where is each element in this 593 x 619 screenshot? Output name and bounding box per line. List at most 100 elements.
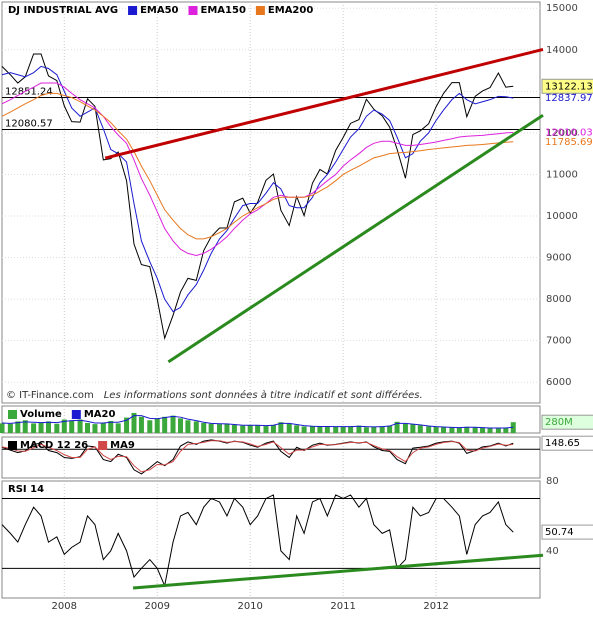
series-line: [1, 494, 514, 588]
volume-bar: [38, 422, 44, 433]
y-tick-label: 10000: [546, 211, 578, 222]
volume-bar: [69, 420, 75, 433]
volume-bar: [371, 426, 377, 433]
volume-bar: [394, 421, 400, 433]
last-value-label: 280M: [545, 417, 573, 428]
last-value-box: [541, 435, 593, 451]
volume-bar: [45, 421, 51, 433]
volume-bar: [138, 416, 144, 433]
legend-label: MACD 12 26: [20, 440, 88, 451]
volume-bar: [263, 426, 269, 433]
y-tick-label: 8000: [546, 294, 571, 305]
x-tick-label: 2010: [237, 601, 262, 612]
volume-bar: [208, 423, 214, 433]
volume-bar: [433, 426, 439, 433]
volume-bar: [247, 425, 253, 433]
volume-bar: [185, 420, 191, 433]
volume-bar: [131, 412, 137, 433]
y-tick-label: 7000: [546, 336, 571, 347]
volume-bar: [379, 426, 385, 433]
volume-bar: [170, 415, 176, 433]
legend-swatch: [128, 6, 138, 15]
volume-bar: [441, 427, 447, 433]
volume-bar: [15, 421, 21, 433]
volume-bar: [7, 423, 13, 433]
volume-bar: [317, 426, 323, 433]
series-line: [1, 440, 514, 473]
volume-bar: [22, 420, 28, 433]
x-tick-label: 2012: [423, 601, 448, 612]
volume-bar: [255, 425, 261, 433]
volume-bar: [309, 426, 315, 433]
panel-frame: [1, 436, 541, 479]
volume-bar: [224, 423, 230, 433]
level-label: 12080.57: [5, 119, 53, 130]
volume-bar: [0, 423, 5, 433]
y-tick-label: 80: [546, 476, 559, 487]
volume-bar: [54, 423, 60, 433]
legend-swatch: [8, 441, 17, 450]
volume-bar: [108, 421, 114, 433]
chart-title: DJ INDUSTRIAL AVG: [8, 5, 118, 16]
legend-label: EMA50: [140, 5, 178, 16]
volume-bar: [177, 418, 183, 433]
legend-label: Volume: [20, 409, 62, 420]
volume-bar: [92, 424, 98, 433]
volume-bar: [61, 419, 67, 433]
volume-bar: [340, 426, 346, 433]
y-tick-label: 40: [546, 546, 559, 557]
volume-bar: [231, 424, 237, 433]
volume-bar: [240, 425, 246, 433]
last-value-box: [541, 414, 593, 430]
y-tick-label: 12000: [546, 128, 578, 139]
volume-bar: [115, 423, 121, 433]
volume-bar: [201, 422, 207, 433]
series-line: [1, 82, 514, 256]
panel-frame: [1, 1, 541, 404]
last-value-label: 12010.03: [545, 127, 593, 138]
volume-bar: [356, 425, 362, 433]
volume-bar: [217, 424, 223, 433]
last-value-label: 148.65: [545, 438, 580, 449]
volume-bar: [449, 427, 455, 433]
x-tick-label: 2008: [52, 601, 77, 612]
legend-swatch: [255, 6, 265, 15]
volume-bar: [77, 419, 83, 433]
panel-frame: [1, 480, 541, 599]
last-value-label: 50.74: [545, 527, 574, 538]
last-value-label: 12837.97: [545, 93, 593, 104]
legend-label: MA9: [110, 440, 135, 451]
volume-bar: [193, 421, 199, 433]
last-value-box: [541, 78, 593, 94]
volume-bar: [417, 425, 423, 433]
volume-bar: [426, 426, 432, 433]
legend-swatch: [188, 6, 198, 15]
series-line: [1, 415, 514, 429]
y-tick-label: 9000: [546, 253, 571, 264]
x-tick-label: 2009: [145, 601, 170, 612]
legend-label: EMA200: [268, 5, 313, 16]
volume-bar: [480, 427, 486, 433]
volume-bar: [31, 423, 37, 433]
last-value-box: [541, 524, 593, 540]
last-value-label: 11785.69: [545, 137, 593, 148]
volume-bar: [333, 426, 339, 433]
volume-bar: [85, 422, 91, 433]
volume-bar: [124, 417, 130, 433]
x-tick-label: 2011: [330, 601, 355, 612]
volume-bar: [348, 426, 354, 433]
legend-label: EMA150: [201, 5, 246, 16]
volume-bar: [387, 425, 393, 433]
volume-bar: [270, 424, 276, 433]
series-line: [1, 92, 514, 240]
volume-bar: [286, 423, 292, 433]
y-tick-label: 11000: [546, 169, 578, 180]
chart-title: RSI 14: [8, 484, 44, 495]
last-value-label: 13122.13: [545, 81, 593, 92]
volume-bar: [100, 422, 106, 433]
volume-bar: [154, 418, 160, 433]
volume-bar: [503, 427, 509, 433]
volume-bar: [278, 422, 284, 433]
